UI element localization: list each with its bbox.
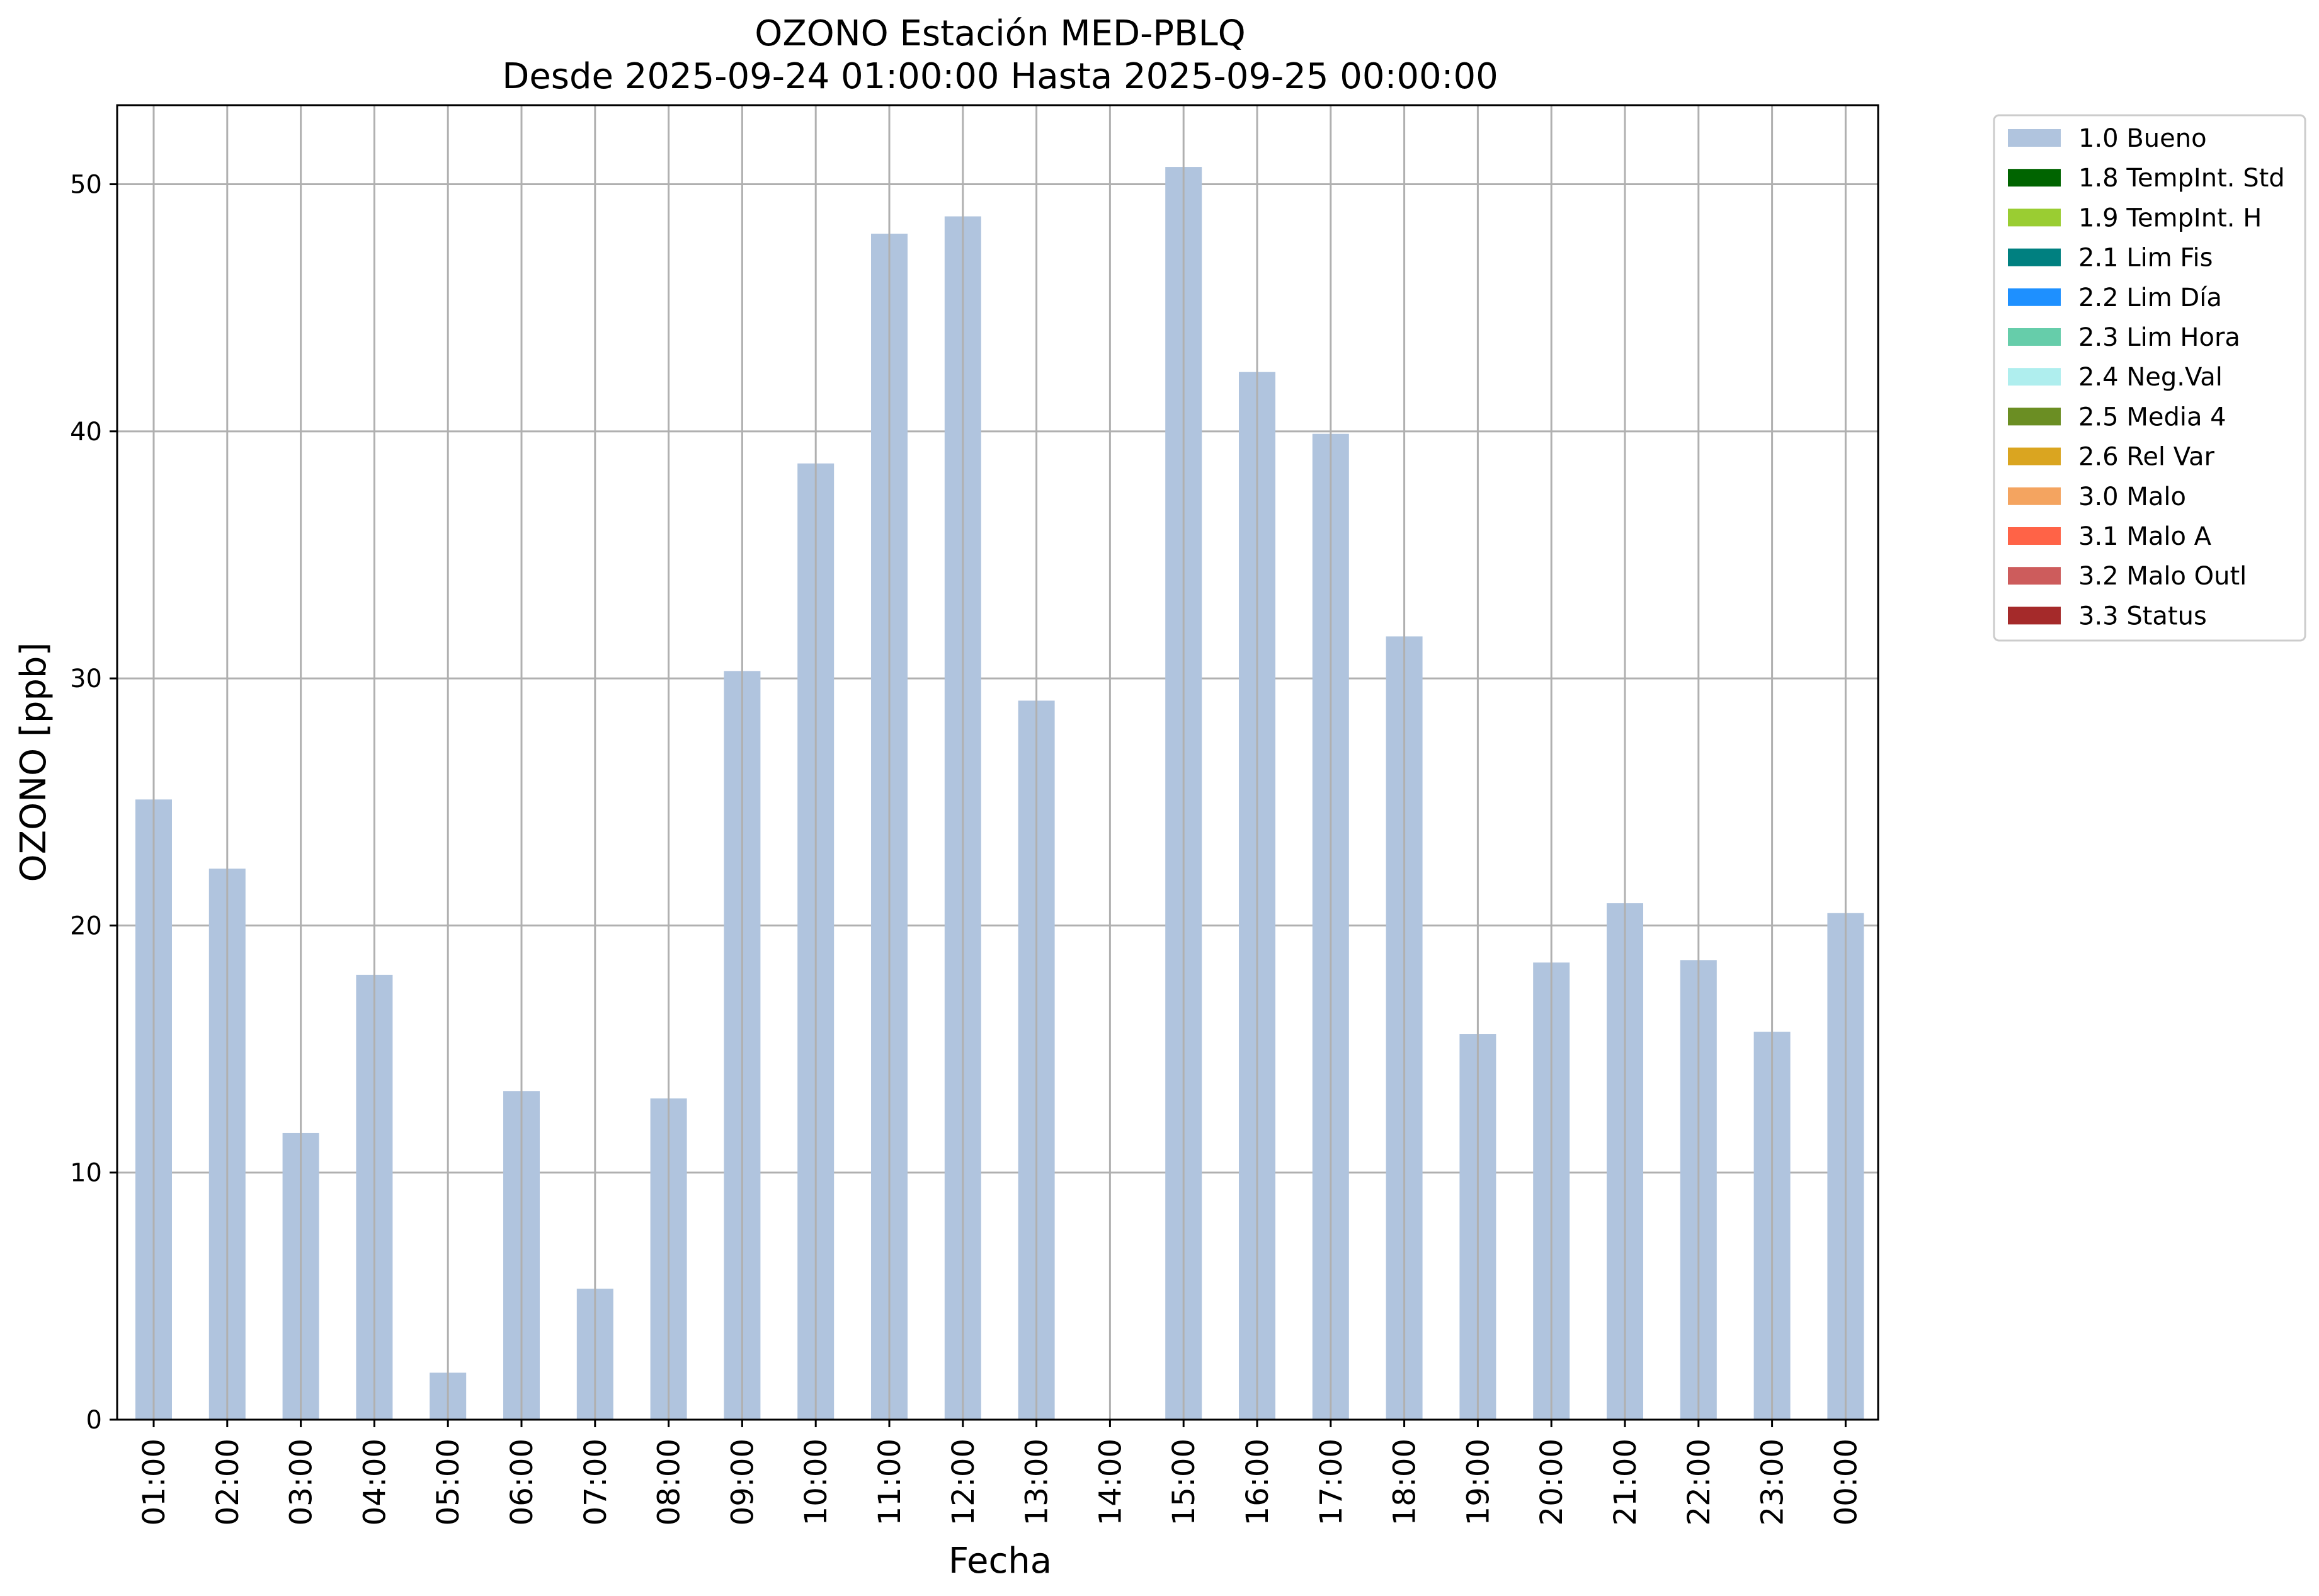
y-tick-label: 50 — [70, 171, 102, 200]
legend-label: 2.1 Lim Fis — [2078, 244, 2213, 273]
chart-subtitle: Desde 2025-09-24 01:00:00 Hasta 2025-09-… — [502, 56, 1498, 97]
x-tick-label: 11:00 — [872, 1439, 908, 1525]
y-axis-label: OZONO [ppb] — [13, 642, 54, 882]
legend-label: 1.8 TempInt. Std — [2078, 164, 2285, 193]
legend-swatch — [2008, 527, 2061, 545]
legend-label: 3.0 Malo — [2078, 482, 2186, 511]
legend-swatch — [2008, 368, 2061, 386]
x-tick-label: 18:00 — [1387, 1439, 1423, 1525]
y-tick-label: 40 — [70, 418, 102, 447]
legend-label: 1.0 Bueno — [2078, 124, 2207, 153]
legend-swatch — [2008, 408, 2061, 426]
x-tick-label: 19:00 — [1461, 1439, 1496, 1525]
x-axis-ticks: 01:00 02:00 03:00 04:00 05:00 06:00 07:00 08:00… — [137, 1420, 1864, 1525]
y-axis-ticks: 0 10 20 30 40 50 — [70, 171, 117, 1435]
chart-title: OZONO Estación MED-PBLQ — [755, 13, 1246, 54]
legend-swatch — [2008, 169, 2061, 187]
x-tick-label: 00:00 — [1828, 1439, 1864, 1525]
x-axis-label: Fecha — [949, 1541, 1052, 1582]
x-tick-label: 03:00 — [284, 1439, 319, 1525]
x-tick-label: 23:00 — [1755, 1439, 1791, 1525]
x-tick-label: 06:00 — [504, 1439, 540, 1525]
legend-label: 3.2 Malo Outl — [2078, 562, 2247, 591]
legend-swatch — [2008, 607, 2061, 625]
legend-label: 2.4 Neg.Val — [2078, 363, 2223, 392]
x-tick-label: 17:00 — [1314, 1439, 1349, 1525]
legend-label: 3.3 Status — [2078, 601, 2207, 630]
y-tick-label: 30 — [70, 664, 102, 693]
legend-label: 1.9 TempInt. H — [2078, 203, 2262, 232]
x-tick-label: 12:00 — [946, 1439, 981, 1525]
legend-box — [1993, 114, 2306, 642]
vertical-grid-lines — [152, 105, 1847, 1420]
x-tick-label: 01:00 — [137, 1439, 172, 1525]
legend-swatch — [2008, 288, 2061, 306]
y-tick-label: 0 — [86, 1406, 102, 1435]
legend-swatch — [2008, 487, 2061, 505]
legend-label: 2.6 Rel Var — [2078, 443, 2215, 472]
plot-frame — [116, 104, 1879, 1421]
legend: 1.0 Bueno 1.8 TempInt. Std 1.9 TempInt. H 2… — [1993, 114, 2306, 642]
legend-swatch — [2008, 567, 2061, 585]
x-tick-label: 15:00 — [1166, 1439, 1202, 1525]
legend-label: 2.5 Media 4 — [2078, 402, 2226, 431]
x-tick-label: 20:00 — [1534, 1439, 1570, 1525]
x-tick-label: 16:00 — [1240, 1439, 1275, 1525]
x-tick-label: 04:00 — [357, 1439, 392, 1525]
legend-label: 2.2 Lim Día — [2078, 283, 2222, 312]
y-tick-label: 10 — [70, 1159, 102, 1188]
legend-label: 3.1 Malo A — [2078, 522, 2212, 551]
x-tick-label: 10:00 — [799, 1439, 834, 1525]
x-tick-label: 21:00 — [1608, 1439, 1643, 1525]
legend-label: 2.3 Lim Hora — [2078, 323, 2240, 352]
x-tick-label: 14:00 — [1093, 1439, 1128, 1525]
x-tick-label: 22:00 — [1682, 1439, 1717, 1525]
x-tick-label: 09:00 — [725, 1439, 760, 1525]
legend-swatch — [2008, 447, 2061, 465]
legend-swatch — [2008, 328, 2061, 346]
x-tick-label: 13:00 — [1020, 1439, 1055, 1525]
x-tick-label: 02:00 — [210, 1439, 246, 1525]
x-tick-label: 08:00 — [652, 1439, 687, 1525]
legend-swatch — [2008, 129, 2061, 147]
y-tick-label: 20 — [70, 911, 102, 940]
x-tick-label: 07:00 — [578, 1439, 613, 1525]
legend-swatch — [2008, 208, 2061, 227]
legend-swatch — [2008, 248, 2061, 266]
x-tick-label: 05:00 — [431, 1439, 466, 1525]
